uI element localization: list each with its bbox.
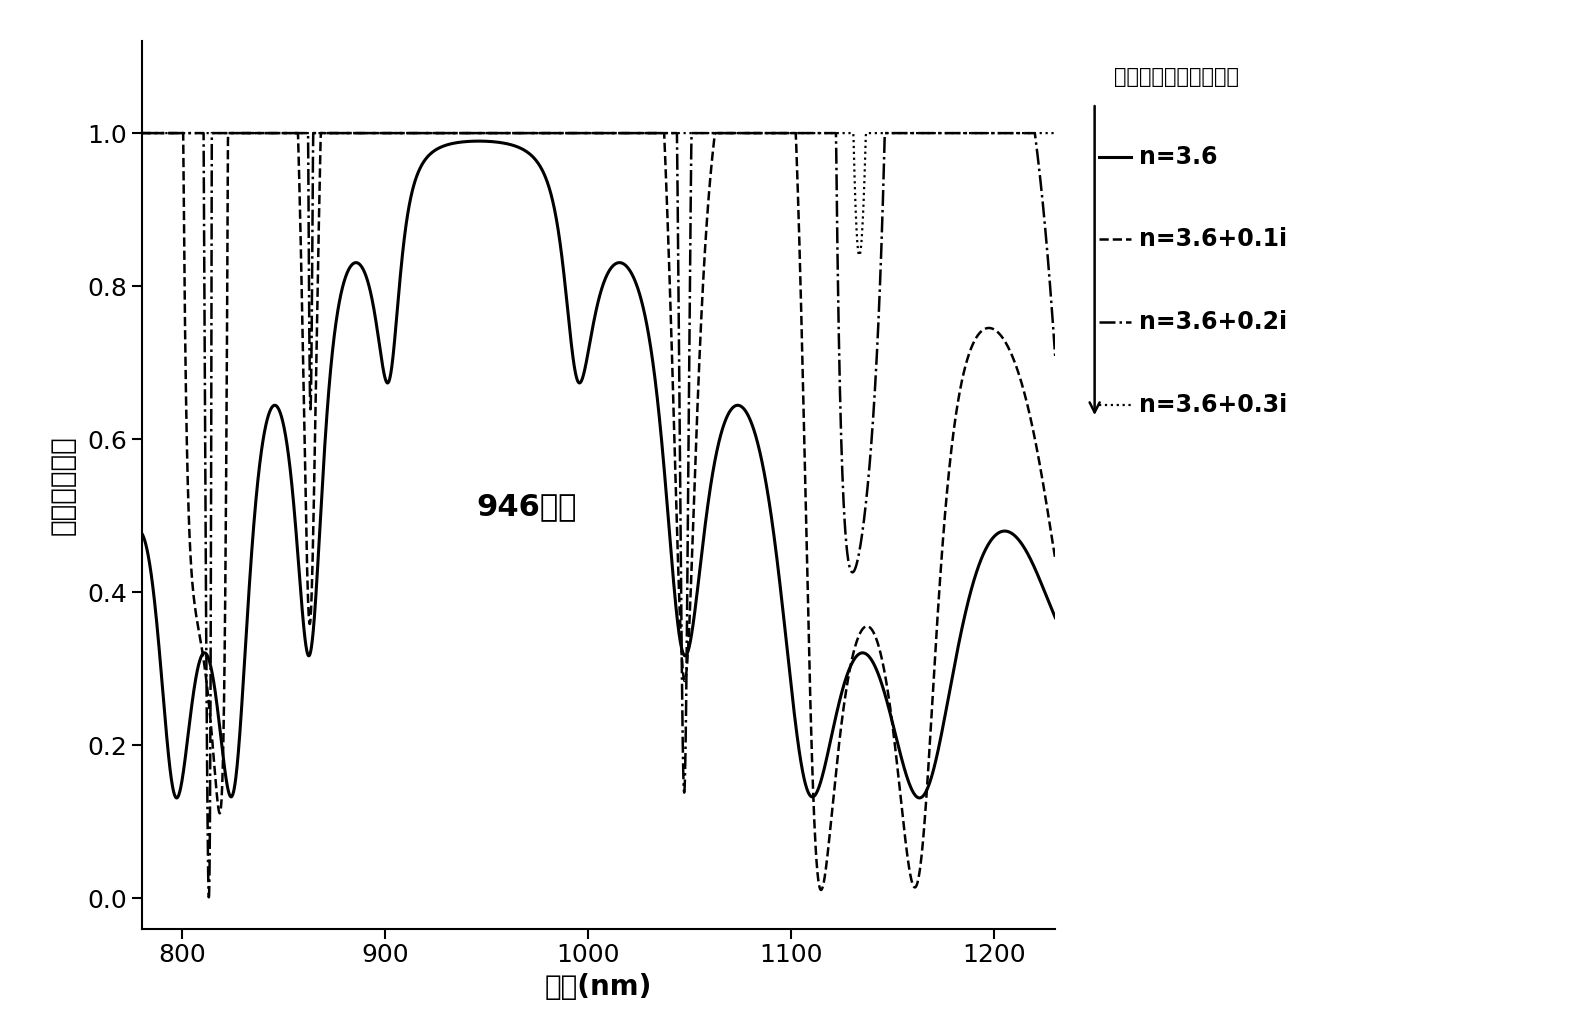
Text: n=3.6+0.1i: n=3.6+0.1i — [1139, 227, 1287, 252]
Y-axis label: 归一化反射率: 归一化反射率 — [49, 436, 76, 535]
Text: 946纳米: 946纳米 — [477, 492, 576, 521]
Text: n=3.6+0.2i: n=3.6+0.2i — [1139, 310, 1287, 334]
X-axis label: 波长(nm): 波长(nm) — [545, 973, 652, 1001]
Text: n=3.6: n=3.6 — [1139, 144, 1217, 169]
Text: n=3.6+0.3i: n=3.6+0.3i — [1139, 392, 1287, 417]
Text: 从上到下对应的折射率: 从上到下对应的折射率 — [1114, 67, 1238, 88]
